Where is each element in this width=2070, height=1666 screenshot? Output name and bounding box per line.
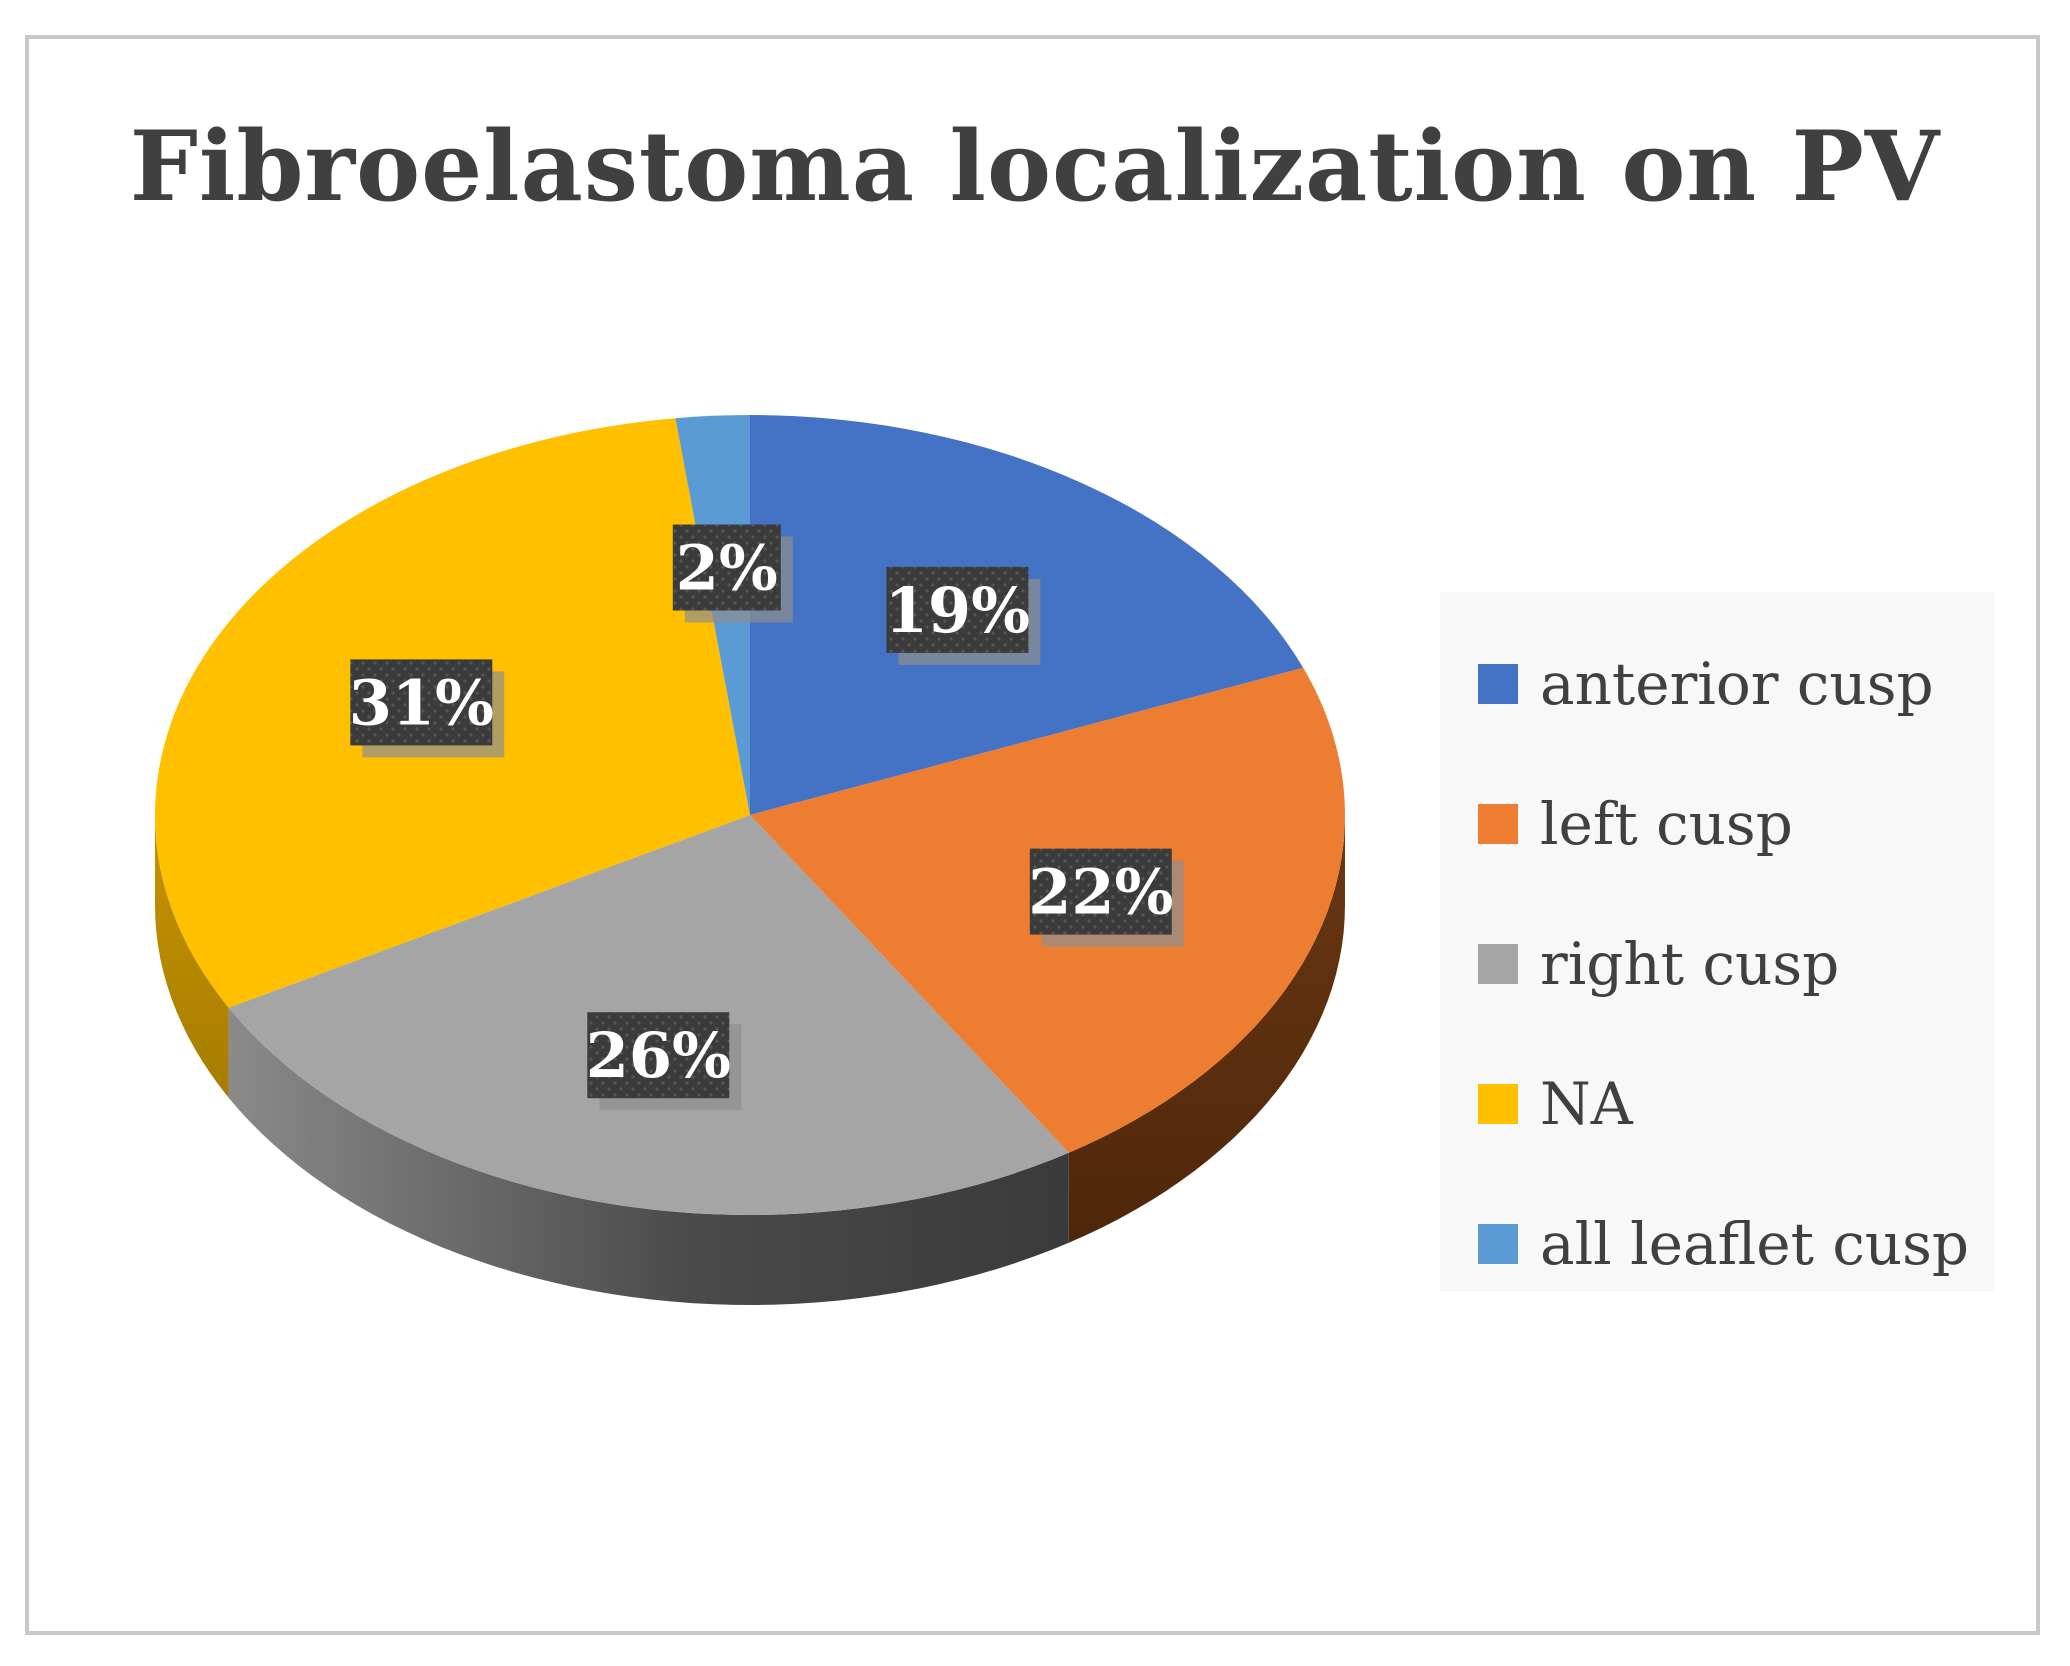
pie-side-na — [155, 815, 229, 1098]
data-label-right-cusp: 26% — [586, 1012, 742, 1111]
legend-item-na[interactable]: NA — [1478, 1034, 1995, 1174]
legend-item-left-cusp[interactable]: left cusp — [1478, 754, 1995, 894]
data-label-all-leaflet-cusp: 2% — [672, 524, 793, 623]
legend-swatch — [1478, 664, 1518, 704]
data-label-text: 2% — [676, 532, 778, 605]
data-label-text: 22% — [1028, 856, 1173, 929]
pie-side-right-cusp — [228, 1007, 1069, 1305]
data-label-text: 31% — [349, 666, 494, 739]
legend-item-right-cusp[interactable]: right cusp — [1478, 894, 1995, 1034]
legend-label: anterior cusp — [1540, 650, 1934, 718]
data-label-text: 19% — [885, 574, 1030, 647]
data-label-text: 26% — [586, 1019, 731, 1092]
legend-label: right cusp — [1540, 930, 1840, 998]
legend-label: all leaflet cusp — [1540, 1210, 1970, 1278]
pie-side-left-cusp — [1068, 815, 1345, 1243]
legend-label: NA — [1540, 1070, 1633, 1138]
data-label-anterior-cusp: 19% — [885, 566, 1041, 665]
legend-swatch — [1478, 944, 1518, 984]
legend-item-anterior-cusp[interactable]: anterior cusp — [1478, 614, 1995, 754]
data-label-na: 31% — [349, 659, 505, 758]
legend-label: left cusp — [1540, 790, 1793, 858]
legend-item-all-leaflet-cusp[interactable]: all leaflet cusp — [1478, 1174, 1995, 1314]
legend: anterior cusp left cusp right cusp NA all le… — [1440, 592, 1995, 1292]
legend-swatch — [1478, 1084, 1518, 1124]
pie-labels: 19% 22% 26% 31% 2% — [349, 524, 1184, 1111]
pie-sides — [155, 815, 1345, 1305]
legend-swatch — [1478, 804, 1518, 844]
chart-title: Fibroelastoma localization on PV — [129, 110, 1941, 223]
legend-swatch — [1478, 1224, 1518, 1264]
data-label-left-cusp: 22% — [1028, 848, 1184, 947]
